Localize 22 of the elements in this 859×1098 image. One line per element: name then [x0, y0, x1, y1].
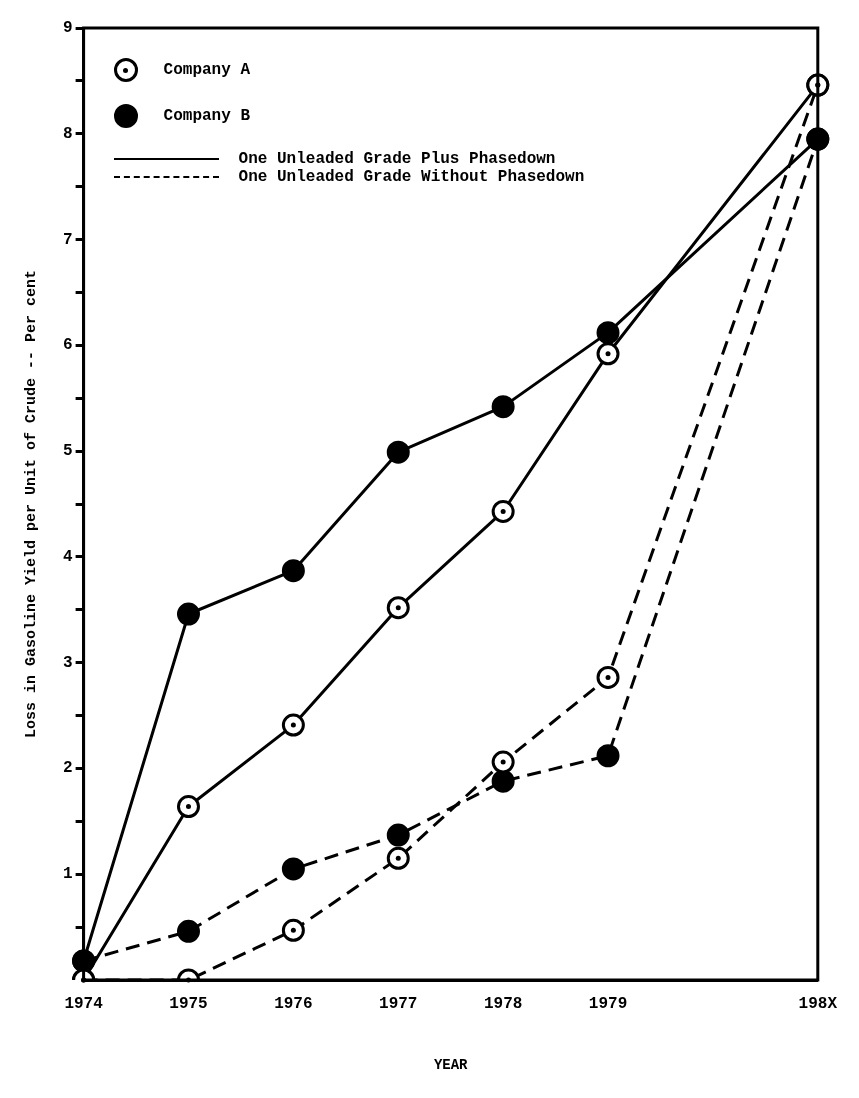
legend-label: Company B	[163, 107, 251, 125]
y-tick-label: 5	[62, 442, 73, 461]
x-tick-label: 1978	[483, 994, 523, 1013]
annotation: One Unleaded Grade Without Phasedown	[238, 168, 585, 186]
y-tick-label: 4	[62, 547, 73, 566]
annotation: One Unleaded Grade Plus Phasedown	[238, 150, 556, 168]
x-tick-label: 1975	[169, 994, 208, 1013]
y-tick-label: 3	[62, 653, 73, 672]
legend-label: Company A	[163, 61, 251, 79]
x-axis-title: YEAR	[433, 1057, 469, 1074]
y-tick-label: 2	[62, 759, 73, 778]
x-tick-label: 1974	[64, 994, 104, 1013]
x-tick-label: 198X	[798, 994, 838, 1013]
y-axis-title: Loss in Gasoline Yield per Unit of Crude -- Per cent	[22, 269, 40, 739]
y-tick-label: 8	[62, 124, 73, 143]
x-tick-label: 1976	[274, 994, 313, 1013]
y-tick-label: 6	[62, 336, 73, 355]
y-tick-label: 7	[62, 230, 73, 249]
y-tick-label: 9	[62, 19, 73, 38]
x-tick-label: 1977	[379, 994, 418, 1013]
y-tick-label: 1	[62, 865, 73, 884]
x-tick-label: 1979	[588, 994, 628, 1013]
